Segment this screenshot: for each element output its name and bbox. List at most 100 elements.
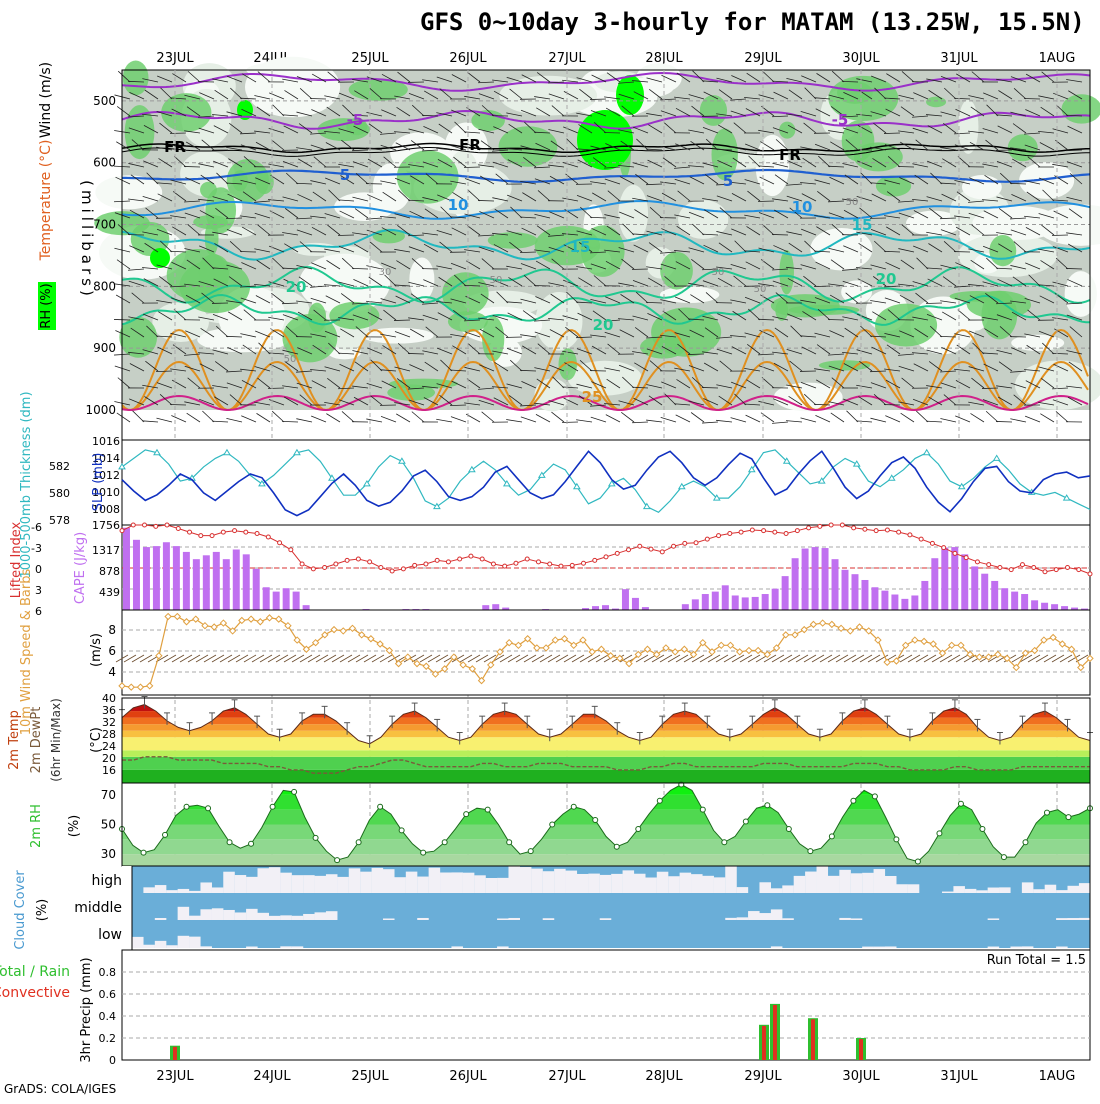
cape-bar xyxy=(732,595,739,610)
wind-barb xyxy=(534,285,550,286)
cloud-clear-cell xyxy=(634,874,646,893)
cloud-clear-cell xyxy=(497,878,509,893)
cloud-clear-cell xyxy=(554,869,566,893)
cape-bar xyxy=(602,605,609,610)
cloud-clear-cell xyxy=(394,877,406,893)
cloud-clear-cell xyxy=(280,915,292,920)
li-marker xyxy=(762,529,766,533)
temperature-label: Temperature (°C) xyxy=(38,140,54,262)
rh-contour-label: 50 xyxy=(712,267,725,278)
cape-bar xyxy=(842,570,849,610)
li-marker xyxy=(165,523,169,527)
li-marker xyxy=(942,546,946,550)
rh-contour-label: 50 xyxy=(284,354,297,365)
cape-bar xyxy=(1011,592,1018,610)
cape-bar xyxy=(941,548,948,610)
wind-barb xyxy=(171,416,186,422)
temp-band xyxy=(122,737,1090,750)
li-marker xyxy=(1032,566,1036,570)
date-label-bottom: 23JUL xyxy=(156,1069,194,1084)
cape-bar xyxy=(233,549,240,610)
wind-barb xyxy=(606,415,620,422)
cloud-clear-cell xyxy=(508,918,520,920)
precip-convective-bar xyxy=(859,1039,863,1060)
cloud-clear-cell xyxy=(235,912,247,920)
precip-tick: 0.8 xyxy=(99,966,117,979)
cape-bar xyxy=(1051,604,1058,610)
cloud-clear-cell xyxy=(315,912,327,920)
li-marker xyxy=(368,560,372,564)
wind-barb xyxy=(702,387,718,388)
slp-tick: 1016 xyxy=(92,435,120,448)
li-marker xyxy=(1077,568,1081,572)
cape-bar xyxy=(961,554,968,610)
li-marker xyxy=(266,535,270,539)
rh2m-label: 2m RH xyxy=(29,804,44,848)
rh2m-marker xyxy=(786,826,791,831)
cloud-clear-cell xyxy=(1022,946,1034,948)
precip-total-label: Total / Rain xyxy=(0,964,70,980)
cloud-clear-cell xyxy=(200,882,212,893)
cloud-clear-cell xyxy=(246,947,258,948)
cloud-clear-cell xyxy=(349,868,361,893)
rh-band xyxy=(122,825,1090,840)
date-label-bottom: 25JUL xyxy=(351,1069,389,1084)
wind-barb xyxy=(986,411,998,422)
li-marker xyxy=(930,541,934,545)
wind-barb xyxy=(412,412,424,422)
li-marker xyxy=(570,563,574,567)
wind-barb xyxy=(621,412,634,422)
upper-ylabel: (millibars) xyxy=(78,180,96,300)
cape-bar xyxy=(1041,603,1048,610)
cloud-clear-cell xyxy=(132,937,144,948)
wind-barb xyxy=(688,354,704,355)
rh2m-marker xyxy=(1023,840,1028,845)
cloud-clear-cell xyxy=(326,874,338,893)
isotherm-label: 10 xyxy=(448,196,469,214)
cape-bar xyxy=(223,559,230,610)
cape-bar xyxy=(1061,606,1068,610)
cloud-unit: (%) xyxy=(35,899,50,922)
cape-bar xyxy=(592,606,599,610)
li-marker xyxy=(998,566,1002,570)
precip-tick: 0 xyxy=(109,1054,116,1067)
rh-moist-patch xyxy=(700,95,727,126)
cloud-clear-cell xyxy=(942,892,954,893)
li-marker xyxy=(987,563,991,567)
wind-barb xyxy=(831,413,844,422)
cloud-clear-cell xyxy=(714,877,726,893)
rh2m-marker xyxy=(464,812,469,817)
li-marker xyxy=(649,547,653,551)
li-marker xyxy=(818,524,822,528)
cape-bar xyxy=(911,595,918,610)
cloud-clear-cell xyxy=(406,872,418,893)
cape-bar xyxy=(283,588,290,610)
isotherm-label: FR xyxy=(459,136,481,154)
cape-bar xyxy=(722,585,729,610)
li-marker xyxy=(401,567,405,571)
cape-bar xyxy=(782,576,789,610)
cloud-clear-cell xyxy=(303,914,315,920)
cloud-clear-cell xyxy=(1068,918,1080,920)
minmax-label: (6hr Min/Max) xyxy=(49,698,63,782)
wind-barb xyxy=(576,420,592,422)
cloud-clear-cell xyxy=(771,888,783,893)
li-tick: 3 xyxy=(35,584,42,597)
li-marker xyxy=(255,532,259,536)
li-tick: 0 xyxy=(35,563,42,576)
cape-bar xyxy=(752,597,759,610)
isotherm-label: 5 xyxy=(723,172,733,190)
wind-barb xyxy=(394,320,410,321)
rh2m-marker xyxy=(722,840,727,845)
li-marker xyxy=(975,560,979,564)
cloud-clear-cell xyxy=(440,873,452,893)
precip-convective-bar xyxy=(773,1005,777,1060)
rh-dry-patch xyxy=(95,175,162,209)
cape-bar xyxy=(762,594,769,610)
cloud-clear-cell xyxy=(166,945,178,948)
cloud-clear-cell xyxy=(885,876,897,893)
cloud-clear-cell xyxy=(1056,890,1068,893)
cloud-clear-cell xyxy=(680,873,692,893)
wind-barb xyxy=(342,411,354,422)
wind-barb xyxy=(536,414,550,422)
